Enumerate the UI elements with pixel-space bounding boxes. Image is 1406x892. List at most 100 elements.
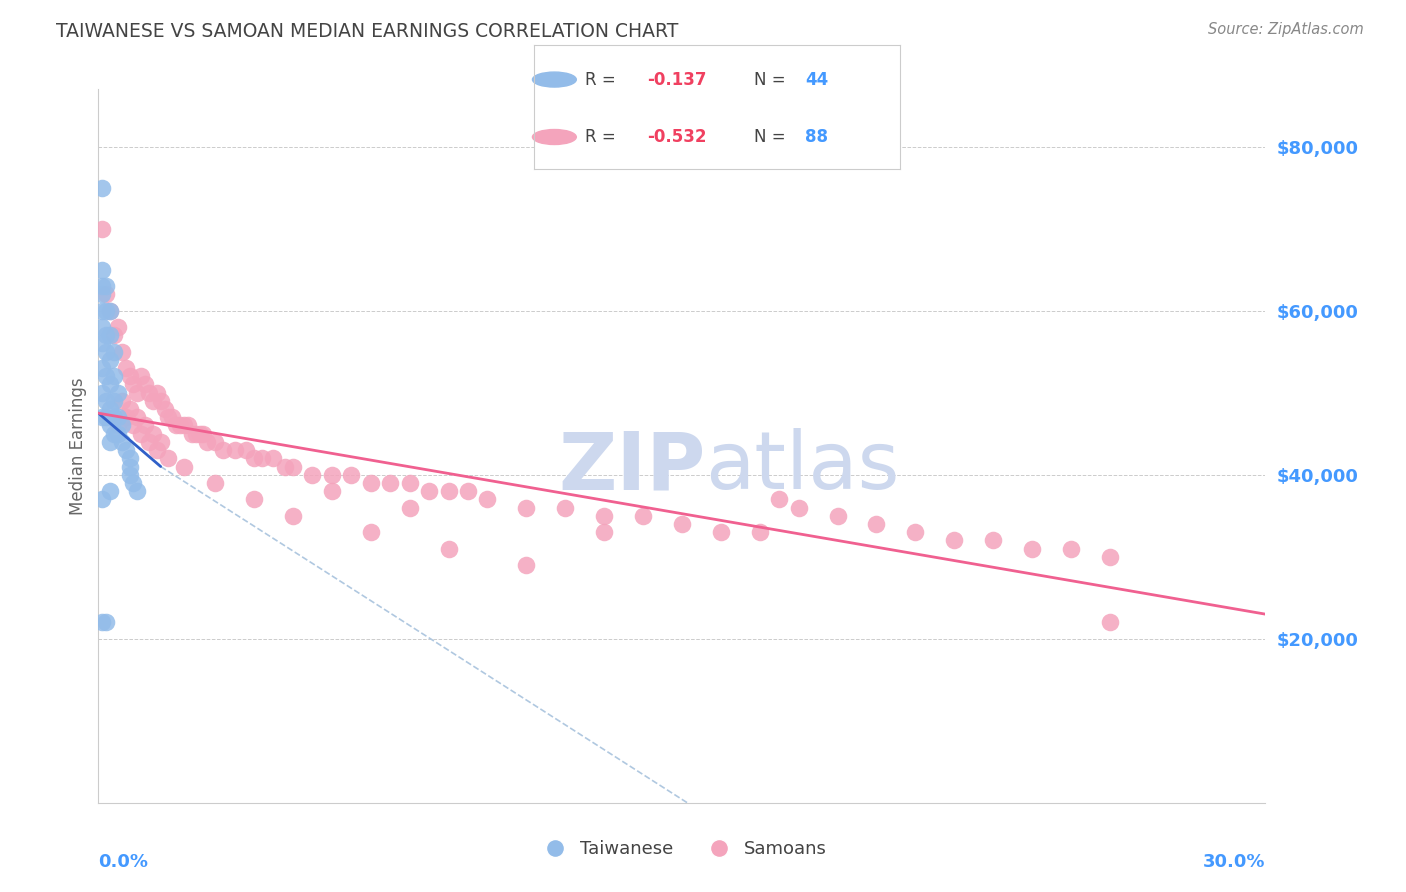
Point (1021, 541, 1043, 556)
Point (91, 410, 114, 425)
Point (98, 352, 121, 367)
Text: N =: N = (754, 70, 785, 88)
Point (134, 377, 156, 392)
Point (96, 328, 118, 343)
Point (91, 615, 114, 630)
Point (768, 492, 790, 507)
Text: -0.532: -0.532 (648, 128, 707, 146)
Point (98, 402, 121, 417)
Point (593, 508, 616, 523)
Point (98, 328, 121, 343)
Point (1060, 541, 1083, 556)
Point (127, 385, 149, 400)
Point (340, 467, 363, 482)
Point (321, 467, 343, 482)
Legend: Taiwanese, Samoans: Taiwanese, Samoans (530, 833, 834, 865)
Point (91, 221, 114, 235)
Point (98, 418, 121, 433)
Point (114, 361, 136, 376)
Point (103, 393, 125, 408)
Text: 0.0%: 0.0% (98, 853, 149, 871)
Point (235, 443, 257, 458)
Point (91, 361, 114, 376)
Point (515, 500, 537, 515)
Point (437, 541, 460, 556)
Point (122, 475, 145, 490)
Point (91, 180, 114, 194)
Point (142, 393, 165, 408)
Text: TAIWANESE VS SAMOAN MEDIAN EARNINGS CORRELATION CHART: TAIWANESE VS SAMOAN MEDIAN EARNINGS CORR… (56, 22, 679, 41)
Point (96, 279, 118, 293)
Point (477, 492, 499, 507)
Text: -0.137: -0.137 (648, 70, 707, 88)
Point (118, 451, 141, 466)
Point (243, 451, 266, 466)
Text: N =: N = (754, 128, 785, 146)
Point (96, 287, 118, 301)
Point (107, 385, 129, 400)
Point (91, 336, 114, 351)
Point (127, 410, 149, 425)
Circle shape (533, 129, 576, 145)
Point (188, 426, 211, 441)
Text: ZIP: ZIP (558, 428, 706, 507)
Point (157, 451, 180, 466)
Point (91, 279, 114, 293)
Point (827, 508, 849, 523)
Point (91, 303, 114, 318)
Point (96, 410, 118, 425)
Point (122, 418, 145, 433)
Point (96, 344, 118, 359)
Point (107, 410, 129, 425)
Point (631, 508, 654, 523)
Point (169, 418, 191, 433)
Point (360, 475, 382, 490)
Point (103, 410, 125, 425)
Point (281, 508, 304, 523)
Text: R =: R = (585, 70, 616, 88)
Point (710, 525, 733, 540)
Point (162, 410, 184, 425)
Point (142, 426, 165, 441)
Point (593, 525, 616, 540)
Point (103, 426, 125, 441)
Point (91, 492, 114, 507)
Text: Source: ZipAtlas.com: Source: ZipAtlas.com (1208, 22, 1364, 37)
Point (91, 262, 114, 277)
Point (114, 410, 136, 425)
Point (904, 525, 927, 540)
Point (111, 418, 134, 433)
Point (138, 434, 160, 449)
Point (118, 467, 141, 482)
Point (180, 426, 202, 441)
Point (103, 344, 125, 359)
Point (360, 525, 382, 540)
Point (149, 393, 172, 408)
Point (165, 418, 187, 433)
Text: 44: 44 (804, 70, 828, 88)
Point (173, 418, 195, 433)
Point (671, 516, 693, 531)
Point (321, 484, 343, 499)
Point (1098, 615, 1121, 630)
Point (204, 475, 226, 490)
Point (212, 443, 235, 458)
Point (91, 385, 114, 400)
Point (515, 558, 537, 572)
Point (177, 418, 200, 433)
Point (204, 434, 226, 449)
Circle shape (533, 72, 576, 87)
Point (98, 303, 121, 318)
Point (98, 484, 121, 499)
Point (96, 303, 118, 318)
Point (134, 418, 156, 433)
Point (250, 451, 273, 466)
Point (398, 500, 420, 515)
Point (554, 500, 576, 515)
Point (91, 320, 114, 334)
Point (398, 475, 420, 490)
Point (118, 369, 141, 384)
Point (149, 434, 172, 449)
Text: R =: R = (585, 128, 616, 146)
Point (96, 615, 118, 630)
